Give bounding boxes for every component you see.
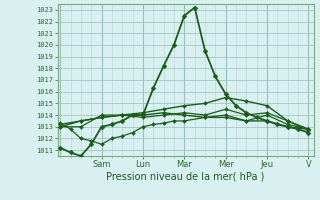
- X-axis label: Pression niveau de la mer( hPa ): Pression niveau de la mer( hPa ): [107, 172, 265, 182]
